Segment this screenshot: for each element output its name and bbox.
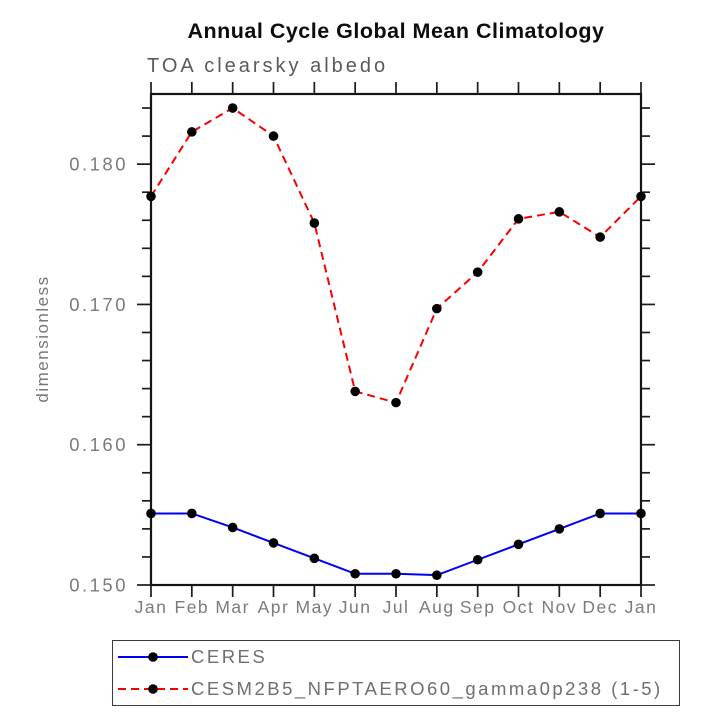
y-tick-label: 0.180 [69,154,128,175]
y-tick-label: 0.150 [69,575,128,596]
x-tick-label: Jun [339,597,372,617]
data-point-marker [472,554,483,565]
data-point-marker [146,191,156,202]
data-point-marker [595,232,605,242]
x-tick-label: Aug [419,597,455,617]
data-point-marker [187,508,197,519]
data-point-marker [432,303,442,314]
legend-label: CERES [191,646,268,668]
x-tick-label: Jul [383,597,410,617]
x-tick-label: Jan [625,597,658,617]
legend-label: CESM2B5_NFPTAERO60_gamma0p238 (1-5) [191,677,663,699]
data-point-marker [268,538,279,548]
chart-title: Annual Cycle Global Mean Climatology [187,19,605,43]
y-tick-label: 0.160 [69,434,128,455]
data-point-marker [309,218,320,228]
legend-item-cesm2b5: CESM2B5_NFPTAERO60_gamma0p238 (1-5) [113,674,679,704]
legend-swatch-dashed-line-icon [118,683,188,694]
data-point-marker [513,539,524,550]
legend-box: CERES CESM2B5_NFPTAERO60_gamma0p238 (1-5… [112,640,680,706]
data-point-marker [309,553,320,564]
x-tick-label: Mar [215,597,250,617]
y-tick-label: 0.170 [69,294,128,315]
data-point-marker [595,508,605,519]
data-point-marker [187,127,197,137]
data-point-marker [268,131,279,141]
series-line-1 [150,106,642,404]
data-point-marker [391,397,401,408]
y-axis-label: dimensionless [33,275,52,402]
x-tick-label: Sep [460,597,496,617]
data-point-marker [636,508,646,519]
x-tick-label: Apr [258,597,290,617]
plot-border [149,92,643,587]
x-tick-label: May [296,597,334,617]
x-tick-label: Oct [503,597,535,617]
legend-item-ceres: CERES [113,642,679,672]
x-tick-label: Feb [175,597,210,617]
data-point-marker [472,267,483,277]
data-point-marker [513,214,524,224]
series-line-0 [151,512,641,577]
x-tick-label: Jan [135,597,168,617]
chart-subtitle: TOA clearsky albedo [147,55,389,77]
data-point-marker [146,508,156,519]
data-point-marker [227,522,238,533]
data-point-marker [636,191,646,202]
data-point-marker [432,570,442,580]
data-point-marker [391,568,401,579]
x-tick-label: Dec [582,597,618,617]
legend-swatch-solid-line-icon [118,652,188,663]
data-point-marker [554,207,565,217]
data-point-marker [350,568,360,579]
data-point-marker [350,386,360,397]
data-point-marker [554,524,565,534]
data-point-marker [227,103,238,113]
x-tick-label: Nov [542,597,578,617]
